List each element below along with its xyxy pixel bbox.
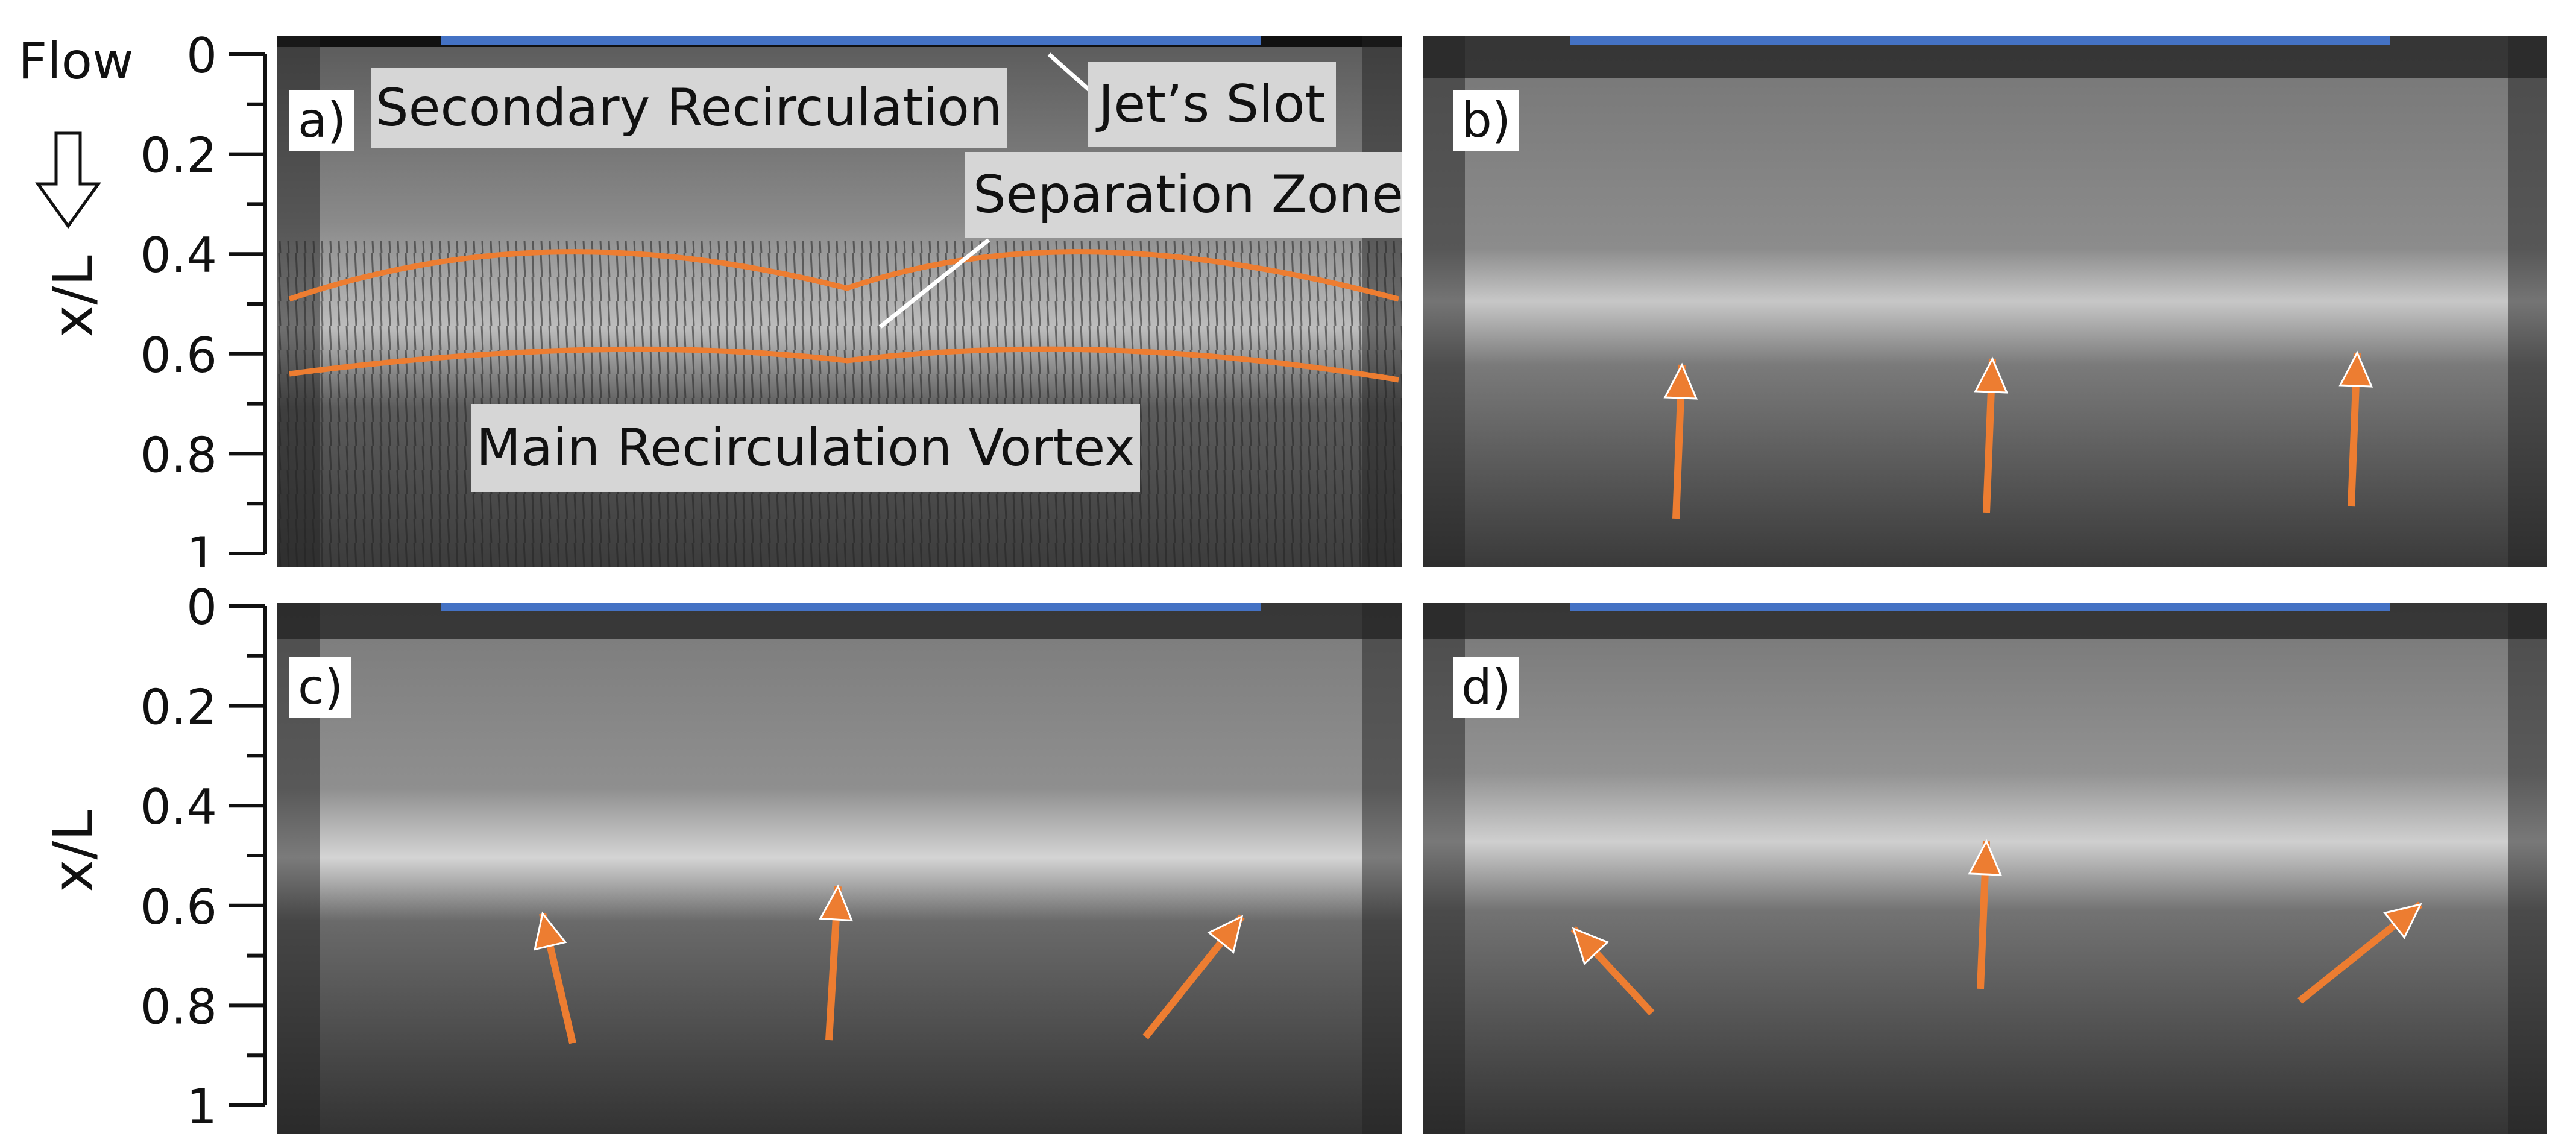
label-separation-zone: Separation Zone	[965, 152, 1402, 238]
y-axis-bottom-tick-label: 1	[186, 1079, 217, 1135]
panel-a-slot-bar	[441, 36, 1261, 45]
y-axis-bottom-tick-label: 0.6	[140, 879, 217, 935]
orange-arrow	[1570, 926, 1655, 1016]
panel-a-tag: a)	[289, 90, 355, 151]
separation-line-upper	[288, 249, 1400, 302]
flow-arrow-icon	[35, 131, 101, 229]
panel-c-tag: c)	[289, 657, 352, 718]
y-axis-bottom-tick-label: 0.2	[140, 680, 217, 736]
panel-a: a) Secondary Recirculation Jet’s Slot Se…	[277, 36, 1402, 567]
separation-line-lower	[289, 346, 1399, 383]
y-axis-bottom-tick-label: 0	[186, 579, 217, 636]
y-axis-top: 0 0.2 0.4 0.6 0.8 1	[140, 28, 267, 567]
orange-arrow	[1142, 914, 1245, 1040]
orange-arrow	[1968, 839, 2003, 989]
y-axis-bottom-tick-label: 0.4	[140, 779, 217, 835]
y-axis-bottom-tick-label: 0.8	[140, 979, 217, 1035]
label-secondary-recirculation: Secondary Recirculation	[371, 68, 1007, 148]
flow-label: Flow	[18, 31, 134, 90]
orange-arrow	[2297, 901, 2423, 1004]
label-jets-slot: Jet’s Slot	[1088, 62, 1337, 147]
panel-c-image	[277, 603, 1402, 1134]
panel-b: b)	[1423, 36, 2547, 567]
panel-d-image	[1423, 603, 2547, 1134]
orange-arrow	[1663, 362, 1698, 519]
panel-d: d)	[1423, 603, 2547, 1134]
y-axis-top-tick-label: 0.6	[140, 327, 217, 383]
y-axis-top-tick-label: 0.8	[140, 427, 217, 483]
orange-arrow	[819, 884, 854, 1041]
y-axis-top-tick-label: 0	[186, 28, 217, 84]
label-main-recirculation-vortex: Main Recirculation Vortex	[471, 404, 1140, 492]
y-axis-top-tick-label: 0.2	[140, 128, 217, 184]
orange-arrow	[2338, 350, 2373, 507]
panel-c-slot-bar	[441, 603, 1261, 611]
panel-b-image	[1423, 36, 2547, 567]
panel-d-slot-bar	[1570, 603, 2390, 611]
y-axis-top-tick-label: 1	[186, 527, 217, 567]
orange-arrow	[534, 911, 576, 1044]
separation-pointer	[878, 238, 990, 329]
orange-arrow	[1974, 356, 2009, 513]
panel-b-slot-bar	[1570, 36, 2390, 45]
slot-pointer	[1047, 52, 1093, 93]
panel-b-tag: b)	[1453, 90, 1519, 151]
panel-c: c)	[277, 603, 1402, 1134]
panel-d-tag: d)	[1453, 657, 1519, 718]
y-axis-bottom: 0 0.2 0.4 0.6 0.8 1	[140, 579, 267, 1135]
y-axis-top-tick-label: 0.4	[140, 227, 217, 283]
